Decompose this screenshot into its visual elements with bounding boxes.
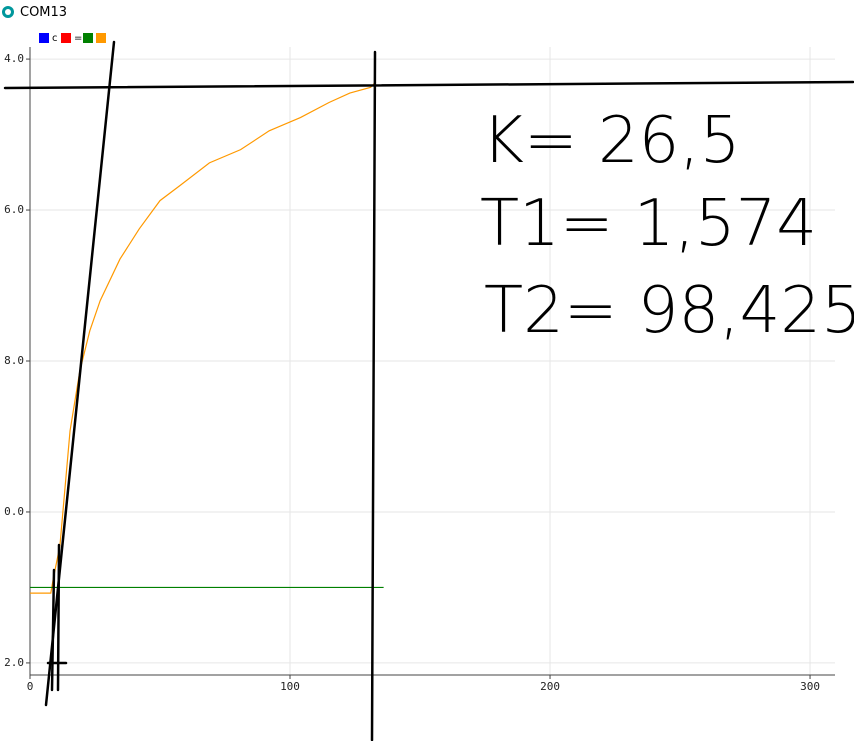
x-tick-label: 200 [540,680,560,693]
legend-swatch [61,33,71,43]
y-tick-label: 4.0 [4,52,24,65]
legend-label: c [52,33,58,44]
series-line [30,81,377,594]
y-tick-label: 0.0 [4,505,24,518]
annotation: K= 26,5 [482,104,740,178]
plot: 4.0 6.0 8.0 0.0 2.00 100 200 300 [4,47,835,693]
legend-label: = [74,33,82,44]
annotation: T1= 1,574 [480,187,817,261]
y-tick-label: 6.0 [4,203,24,216]
drawn-line [3,80,854,90]
annotation: T2= 98,425 [484,274,854,348]
drawn-line [370,50,377,741]
y-tick-label: 2.0 [4,656,24,669]
legend-swatch [39,33,49,43]
window-title: COM13 [20,5,67,20]
x-tick-label: 100 [280,680,300,693]
y-tick-label: 8.0 [4,354,24,367]
x-tick-label: 300 [800,680,820,693]
x-tick-label: 0 [27,680,34,693]
legend: c = [39,33,106,44]
legend-swatch [96,33,106,43]
hand-drawing [3,40,854,741]
drawn-line [50,568,56,692]
legend-swatch [83,33,93,43]
drawn-line [56,543,61,692]
drawn-line [44,40,116,707]
app-icon-inner [5,9,11,15]
